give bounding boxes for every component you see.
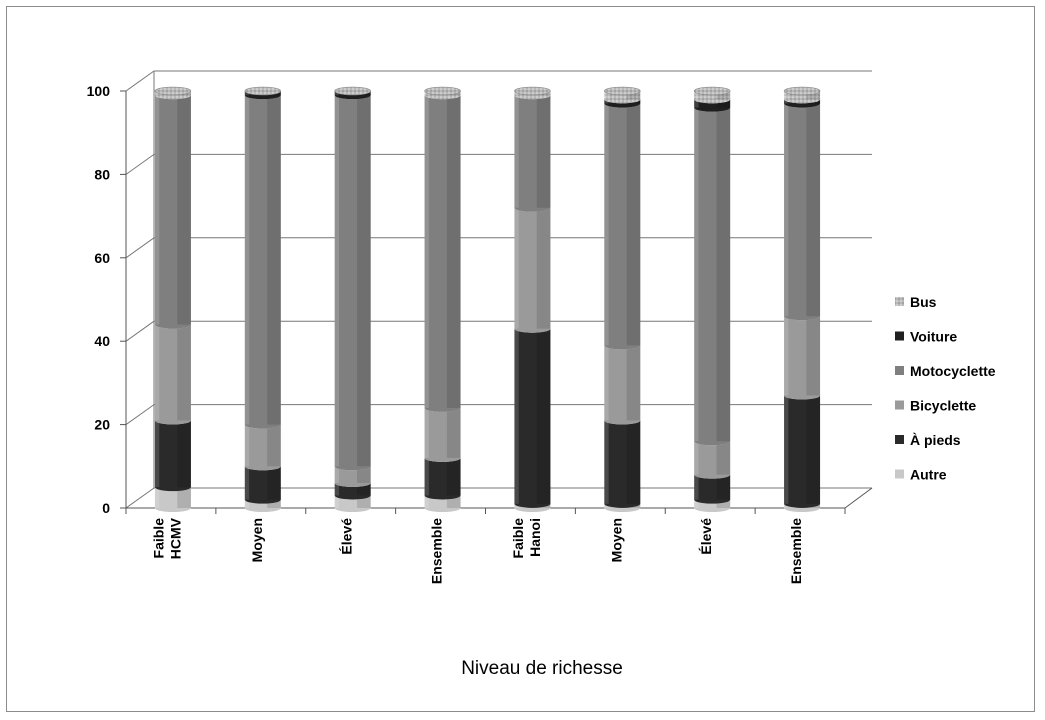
bar-segment-pieds-3 — [424, 457, 461, 500]
bar-segment-motocyclette-0 — [154, 95, 191, 329]
bar-stack-5 — [604, 86, 641, 512]
legend-item-voiture: Voiture — [895, 329, 957, 345]
bar-segment-motocyclette-5 — [604, 103, 641, 350]
legend-label: Bus — [910, 294, 937, 310]
axes — [120, 71, 873, 514]
x-axis-title: Niveau de richesse — [461, 658, 623, 679]
bar-segment-motocyclette-2 — [334, 95, 371, 471]
x-tick-label: Hanoi — [527, 518, 543, 557]
bar-segment-autre-0 — [154, 487, 191, 512]
bar-segment-pieds-5 — [604, 420, 641, 508]
bar-cap-5 — [604, 86, 641, 96]
bar-segment-motocyclette-4 — [514, 95, 551, 212]
floor-edge — [844, 487, 873, 509]
bar-stack-1 — [244, 86, 282, 512]
bar-segment-pieds-0 — [154, 420, 191, 492]
y-tick-label: 40 — [94, 333, 110, 349]
legend-swatch — [895, 435, 904, 444]
gridline-depth-0 — [125, 487, 155, 509]
x-tick-label: Élevé — [698, 518, 714, 555]
bar-stack-0 — [154, 86, 192, 512]
legend-swatch — [895, 366, 904, 375]
bar-cap-7 — [783, 86, 821, 96]
gridline-depth-40 — [125, 320, 155, 342]
bar-segment-autre-6 — [694, 499, 731, 512]
bar-segment-voiture-6 — [694, 99, 731, 112]
bar-stack-3 — [424, 86, 461, 512]
x-tick-label: Faible — [510, 518, 526, 559]
gridline-depth-20 — [125, 404, 155, 426]
legend-label: Autre — [910, 467, 947, 483]
y-tick-label: 80 — [94, 166, 110, 182]
gridline-depth-100 — [125, 70, 155, 92]
bar-segment-bus-5 — [604, 91, 641, 104]
y-tick-label: 60 — [94, 250, 110, 266]
bar-segment-motocyclette-1 — [244, 95, 281, 429]
bar-stack-7 — [783, 86, 821, 512]
bar-cap-1 — [244, 86, 282, 96]
x-tick-label: Élevé — [339, 518, 355, 555]
bar-cap-0 — [154, 86, 192, 96]
bar-segment-bicyclette-1 — [244, 424, 281, 471]
x-tick-label: Moyen — [608, 518, 624, 562]
bar-cap-3 — [424, 86, 461, 96]
legend-swatch — [895, 469, 904, 479]
x-tick-label: Ensemble — [429, 518, 445, 584]
bar-segment-pieds-7 — [784, 395, 821, 508]
bar-segment-bus-7 — [784, 91, 821, 104]
x-tick-label: Ensemble — [788, 518, 804, 584]
gridlines — [125, 70, 872, 509]
legend-label: Voiture — [910, 329, 957, 345]
bar-stack-4 — [514, 86, 551, 512]
bar-segment-bicyclette-6 — [694, 441, 731, 479]
bar-segment-bicyclette-5 — [604, 345, 641, 425]
legend-label: Motocyclette — [910, 363, 996, 379]
y-tick-label: 0 — [102, 500, 110, 516]
bar-segment-pieds-6 — [694, 474, 731, 504]
bar-segment-bicyclette-4 — [514, 207, 551, 333]
x-tick-label: HCMV — [167, 517, 183, 559]
bar-cap-4 — [514, 86, 551, 96]
x-tick-label: Faible — [150, 518, 166, 559]
bar-segment-bicyclette-2 — [334, 466, 371, 487]
legend-item-autre: Autre — [895, 467, 947, 483]
bar-segment-pieds-1 — [244, 466, 281, 504]
bar-stack-6 — [693, 86, 731, 512]
legend-swatch — [895, 400, 904, 410]
bar-segment-bicyclette-3 — [424, 407, 461, 462]
bars — [154, 86, 821, 512]
legend-item-pieds: À pieds — [895, 432, 961, 448]
x-tick-label: Moyen — [249, 518, 265, 562]
bar-segment-pieds-4 — [514, 328, 551, 508]
bar-segment-motocyclette-6 — [694, 107, 731, 446]
legend-item-motocyclette: Motocyclette — [895, 363, 996, 379]
bar-segment-motocyclette-3 — [424, 95, 461, 412]
y-tick-label: 20 — [94, 417, 110, 433]
bar-segment-bus-6 — [694, 91, 731, 104]
legend: Bus Voiture Motocyclette Bicyclette À pieds A… — [895, 294, 996, 483]
y-tick-label: 100 — [87, 83, 111, 99]
bar-segment-bicyclette-0 — [154, 324, 191, 425]
legend-swatch — [895, 331, 904, 341]
legend-label: À pieds — [910, 432, 961, 448]
bar-stack-2 — [334, 86, 371, 512]
bar-cap-2 — [334, 86, 371, 96]
legend-item-bus: Bus — [895, 294, 937, 310]
gridline-depth-80 — [125, 153, 155, 175]
bar-segment-motocyclette-7 — [784, 103, 821, 321]
gridline-depth-60 — [125, 237, 155, 259]
legend-swatch — [895, 297, 904, 306]
bar-cap-6 — [693, 86, 731, 96]
legend-label: Bicyclette — [910, 398, 976, 414]
bar-segment-autre-1 — [244, 499, 281, 512]
bar-segment-bicyclette-7 — [784, 316, 821, 400]
legend-item-bicyclette: Bicyclette — [895, 398, 976, 414]
